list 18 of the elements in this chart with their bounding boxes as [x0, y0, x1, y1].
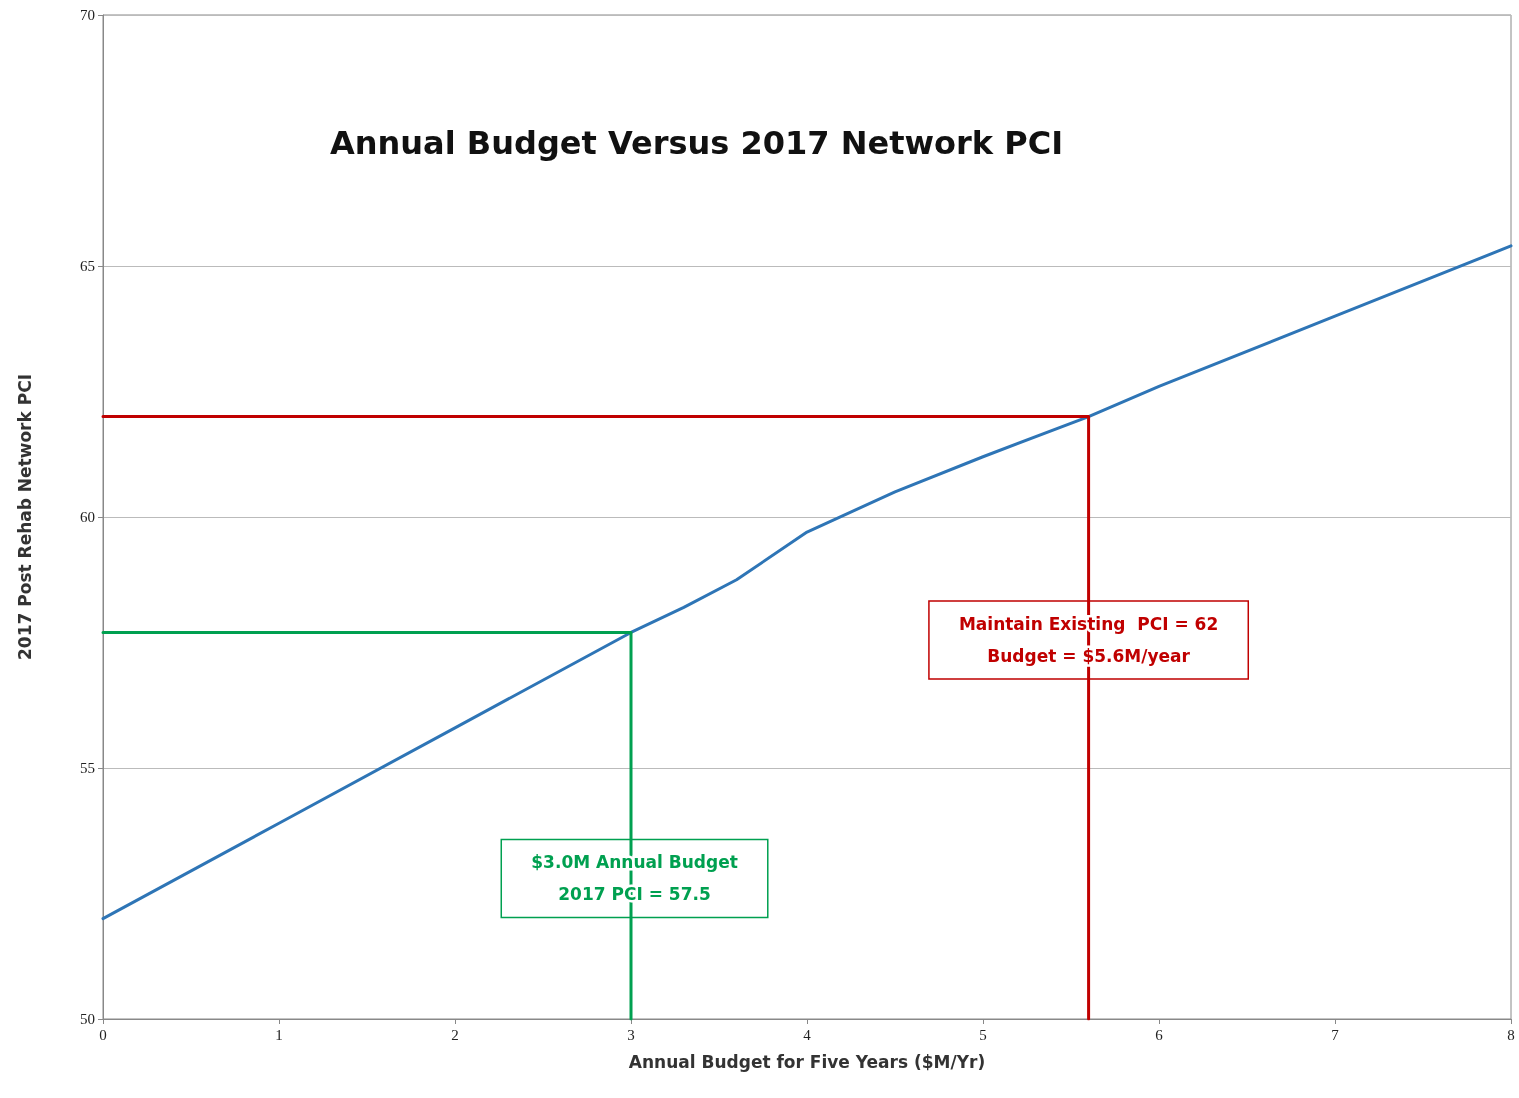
- text: Annual Budget Versus 2017 Network PCI: [330, 124, 1064, 162]
- x-tick-label: 8: [1507, 1026, 1515, 1043]
- x-tick-label: 0: [99, 1026, 107, 1043]
- x-axis-title: Annual Budget for Five Years ($M/Yr): [628, 1051, 986, 1072]
- y-axis-title: 2017 Post Rehab Network PCI: [14, 374, 35, 660]
- y-tick-label: 70: [80, 7, 95, 23]
- x-tick-label: 5: [979, 1026, 987, 1043]
- x-tick-label: 2: [451, 1026, 459, 1043]
- y-tick-label: 55: [80, 760, 95, 776]
- y-tick-label: 50: [80, 1011, 95, 1027]
- y-tick-label: 60: [80, 509, 95, 525]
- x-tick-label: 7: [1331, 1026, 1340, 1043]
- x-tick-label: 3: [627, 1026, 635, 1043]
- line-series: [101, 244, 1513, 921]
- y-tick-label: 65: [80, 258, 95, 274]
- x-tick-label: 6: [1155, 1026, 1164, 1043]
- x-tick-label: 4: [803, 1026, 812, 1043]
- x-tick-label: 1: [275, 1026, 283, 1043]
